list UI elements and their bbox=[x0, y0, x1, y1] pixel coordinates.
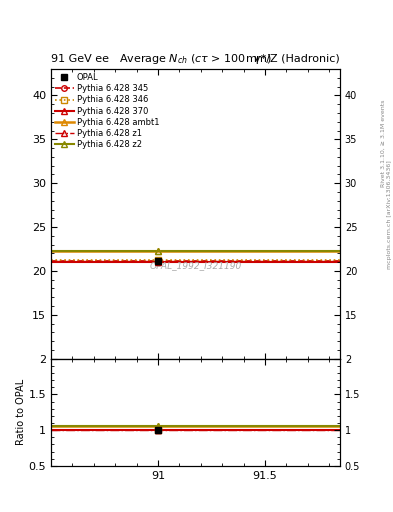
Text: γ*/Z (Hadronic): γ*/Z (Hadronic) bbox=[254, 54, 340, 64]
Text: Rivet 3.1.10, ≥ 3.1M events: Rivet 3.1.10, ≥ 3.1M events bbox=[381, 100, 386, 187]
Text: Average $N_{ch}$ ($c\tau$ > 100mm): Average $N_{ch}$ ($c\tau$ > 100mm) bbox=[119, 52, 272, 66]
Text: OPAL_1992_I321190: OPAL_1992_I321190 bbox=[149, 262, 242, 270]
Legend: OPAL, Pythia 6.428 345, Pythia 6.428 346, Pythia 6.428 370, Pythia 6.428 ambt1, : OPAL, Pythia 6.428 345, Pythia 6.428 346… bbox=[53, 72, 161, 151]
Y-axis label: Ratio to OPAL: Ratio to OPAL bbox=[16, 379, 26, 445]
Text: 91 GeV ee: 91 GeV ee bbox=[51, 54, 109, 64]
Text: mcplots.cern.ch [arXiv:1306.3436]: mcplots.cern.ch [arXiv:1306.3436] bbox=[387, 161, 391, 269]
